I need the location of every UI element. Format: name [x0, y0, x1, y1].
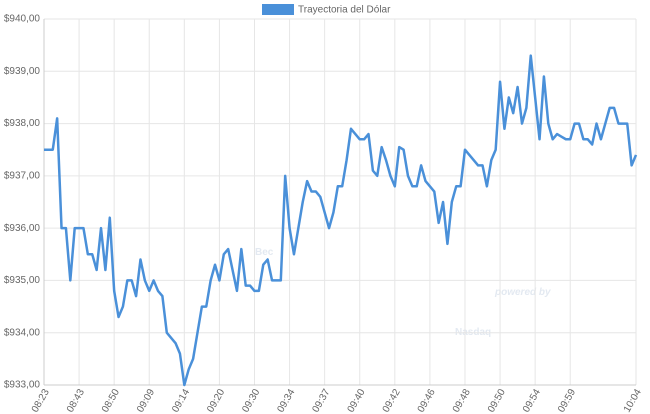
- x-tick-label: 09:09: [135, 387, 157, 414]
- legend-label: Trayectoria del Dólar: [298, 5, 391, 16]
- y-tick-label: $939,00: [4, 66, 41, 77]
- y-tick-label: $938,00: [4, 118, 41, 129]
- watermark-tagline: powered by: [494, 287, 551, 298]
- y-tick-label: $933,00: [4, 380, 41, 391]
- x-tick-label: 09:59: [556, 387, 578, 414]
- x-tick-label: 09:46: [416, 387, 438, 414]
- x-tick-label: 09:54: [521, 387, 543, 414]
- x-tick-label: 09:20: [205, 387, 227, 414]
- y-tick-label: $936,00: [4, 223, 41, 234]
- watermark-logo: Bec: [255, 247, 274, 258]
- x-tick-label: 09:34: [275, 387, 297, 414]
- y-tick-label: $934,00: [4, 327, 41, 338]
- legend-swatch: [262, 4, 294, 15]
- x-tick-label: 08:23: [30, 387, 52, 414]
- x-tick-label: 09:42: [381, 387, 403, 414]
- y-tick-label: $937,00: [4, 170, 41, 181]
- x-tick-label: 08:43: [65, 387, 87, 414]
- x-tick-label: 09:40: [346, 387, 368, 414]
- x-tick-label: 10:04: [622, 387, 644, 414]
- watermark: Bec powered by Nasdaq: [255, 247, 551, 338]
- x-tick-label: 09:37: [310, 387, 332, 414]
- x-tick-label: 09:30: [240, 387, 262, 414]
- x-tick-label: 09:50: [486, 387, 508, 414]
- y-tick-label: $935,00: [4, 275, 41, 286]
- x-tick-label: 09:14: [170, 387, 192, 414]
- y-tick-label: $940,00: [4, 14, 41, 25]
- x-tick-label: 09:48: [451, 387, 473, 414]
- data-line: [44, 54, 638, 387]
- x-tick-label: 08:50: [100, 387, 122, 414]
